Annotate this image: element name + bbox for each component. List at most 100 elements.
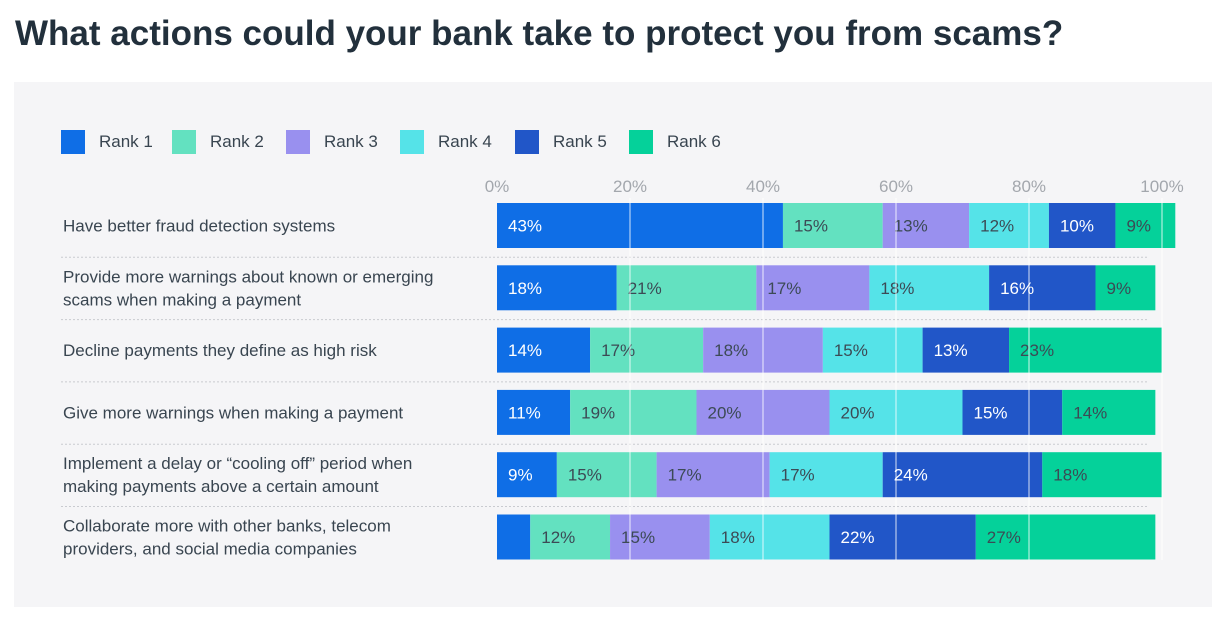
data-label: 22% [841, 528, 875, 547]
category-label: providers, and social media companies [63, 540, 357, 559]
legend-swatch [400, 130, 424, 154]
x-tick-label: 100% [1140, 177, 1183, 196]
bar-segment-rank-4 [769, 452, 883, 498]
legend-label: Rank 3 [324, 132, 378, 151]
data-label: 9% [508, 466, 533, 485]
data-label: 13% [934, 341, 968, 360]
bar-segment-rank-6 [1095, 265, 1156, 311]
data-label: 18% [508, 279, 542, 298]
legend-swatch [61, 130, 85, 154]
bar-segment-rank-5 [922, 327, 1010, 373]
data-label: 15% [568, 466, 602, 485]
bar-segment-rank-2 [570, 389, 697, 435]
data-label: 18% [1053, 466, 1087, 485]
bar-segment-rank-1 [497, 389, 571, 435]
bar-segment-rank-3 [656, 452, 770, 498]
bar-row-5: Implement a delay or “cooling off” perio… [63, 452, 1162, 498]
legend-label: Rank 2 [210, 132, 264, 151]
bar-row-4: Give more warnings when making a payment… [63, 389, 1156, 435]
legend-swatch [515, 130, 539, 154]
data-label: 16% [1000, 279, 1034, 298]
data-label: 17% [767, 279, 801, 298]
category-label: Implement a delay or “cooling off” perio… [63, 454, 412, 473]
data-label: 18% [880, 279, 914, 298]
legend-swatch [286, 130, 310, 154]
bar-segment-rank-3 [756, 265, 870, 311]
legend-label: Rank 6 [667, 132, 721, 151]
bar-segment-rank-1 [497, 265, 617, 311]
bar-segment-rank-1 [497, 452, 557, 498]
data-label: 18% [721, 528, 755, 547]
legend-item-rank-4: Rank 4 [400, 130, 492, 154]
data-label: 9% [1107, 279, 1132, 298]
bar-segment-rank-6 [975, 514, 1156, 560]
legend-item-rank-3: Rank 3 [286, 130, 378, 154]
category-label: Give more warnings when making a payment [63, 403, 403, 422]
data-label: 17% [601, 341, 635, 360]
data-label: 14% [1073, 403, 1107, 422]
bar-segment-rank-4 [969, 203, 1049, 248]
bar-segment-rank-1 [497, 514, 531, 560]
bar-segment-rank-5 [882, 452, 1043, 498]
bar-segment-rank-5 [989, 265, 1096, 311]
category-label: Provide more warnings about known or eme… [63, 267, 433, 286]
legend-swatch [172, 130, 196, 154]
bar-segment-rank-2 [616, 265, 757, 311]
bar-segment-rank-2 [782, 203, 883, 248]
page-title: What actions could your bank take to pro… [15, 14, 1064, 53]
legend-label: Rank 4 [438, 132, 492, 151]
legend-label: Rank 5 [553, 132, 607, 151]
data-label: 13% [894, 217, 928, 236]
legend-item-rank-6: Rank 6 [629, 130, 721, 154]
data-label: 23% [1020, 341, 1054, 360]
data-label: 15% [621, 528, 655, 547]
data-label: 15% [834, 341, 868, 360]
bar-segment-rank-5 [962, 389, 1063, 435]
legend-label: Rank 1 [99, 132, 153, 151]
x-tick-label: 80% [1012, 177, 1046, 196]
bar-row-3: Decline payments they define as high ris… [63, 327, 1162, 373]
bar-segment-rank-5 [1048, 203, 1116, 248]
x-tick-label: 20% [613, 177, 647, 196]
legend-item-rank-1: Rank 1 [61, 130, 153, 154]
bar-segment-rank-5 [829, 514, 976, 560]
data-label: 9% [1126, 217, 1151, 236]
data-label: 17% [781, 466, 815, 485]
bar-segment-rank-4 [709, 514, 830, 560]
bar-segment-rank-1 [497, 327, 591, 373]
category-label: Decline payments they define as high ris… [63, 341, 377, 360]
data-label: 19% [581, 403, 615, 422]
category-label: scams when making a payment [63, 290, 301, 309]
bar-row-1: Have better fraud detection systems 43% 15… [63, 203, 1176, 248]
x-tick-label: 60% [879, 177, 913, 196]
data-label: 20% [841, 403, 875, 422]
data-label: 15% [974, 403, 1008, 422]
chart-panel: Rank 1 Rank 2 Rank 3 Rank 4 Rank 5 Rank 6 0% 2… [14, 82, 1212, 607]
x-tick-label: 0% [485, 177, 510, 196]
bar-row-2: Provide more warnings about known or eme… [63, 265, 1156, 311]
data-label: 18% [714, 341, 748, 360]
chart: 0% 20% 40% 60% 80% 100% Have better fraud dete… [61, 177, 1184, 560]
data-label: 11% [508, 403, 541, 422]
bar-segment-rank-6 [1042, 452, 1162, 498]
legend-swatch [629, 130, 653, 154]
bar-segment-rank-2 [530, 514, 611, 560]
x-tick-label: 40% [746, 177, 780, 196]
data-label: 21% [628, 279, 662, 298]
category-label: Have better fraud detection systems [63, 217, 335, 236]
legend-item-rank-2: Rank 2 [172, 130, 264, 154]
data-label: 27% [987, 528, 1021, 547]
data-label: 20% [708, 403, 742, 422]
bar-segment-rank-3 [610, 514, 710, 560]
category-label: Collaborate more with other banks, telec… [63, 517, 391, 536]
bar-segment-rank-2 [590, 327, 704, 373]
bar-segment-rank-3 [882, 203, 970, 248]
data-label: 43% [508, 217, 542, 236]
data-label: 14% [508, 341, 542, 360]
data-label: 15% [794, 217, 828, 236]
bar-segment-rank-2 [556, 452, 657, 498]
data-label: 12% [541, 528, 575, 547]
data-label: 12% [980, 217, 1014, 236]
legend-item-rank-5: Rank 5 [515, 130, 607, 154]
data-label: 24% [894, 466, 928, 485]
